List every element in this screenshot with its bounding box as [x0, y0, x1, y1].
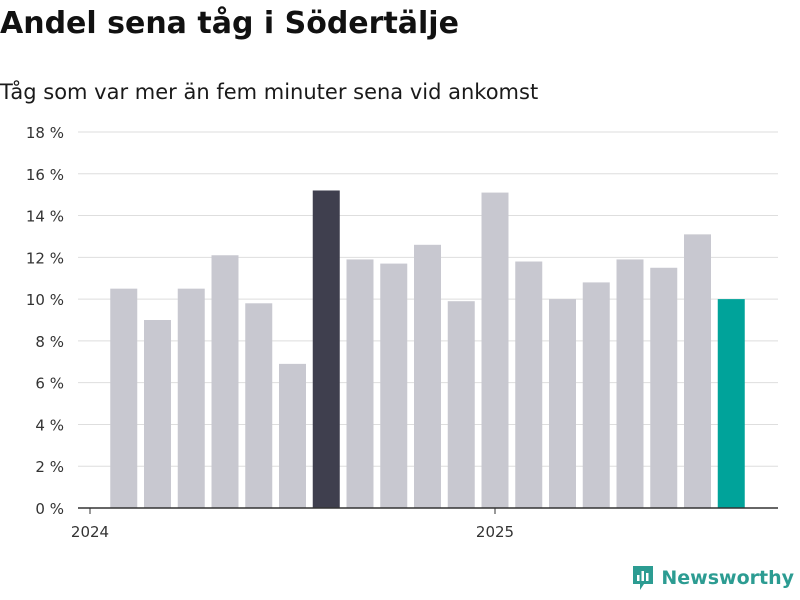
bar-2024-10	[380, 263, 408, 508]
y-tick-label: 4 %	[35, 416, 64, 434]
bar-2024-06	[245, 303, 273, 508]
bar-2024-07	[279, 363, 306, 508]
newsworthy-brand: Newsworthy	[631, 564, 794, 592]
brand-label: Newsworthy	[661, 567, 794, 589]
y-tick-label: 18 %	[26, 124, 64, 142]
bar-2024-05	[211, 255, 239, 508]
bars	[110, 190, 745, 509]
bar-2025-08	[717, 299, 745, 508]
bar-2024-12	[447, 301, 475, 508]
y-tick-label: 16 %	[26, 166, 64, 184]
bar-2024-04	[177, 288, 205, 508]
y-tick-label: 8 %	[35, 333, 64, 351]
y-tick-label: 0 %	[35, 500, 64, 518]
bar-2025-02	[515, 261, 543, 508]
x-tick-label: 2024	[71, 523, 109, 541]
y-tick-label: 12 %	[26, 249, 64, 267]
x-tick-label: 2025	[476, 523, 514, 541]
bar-2024-11	[414, 244, 441, 509]
bar-2024-09	[346, 259, 374, 508]
bar-2024-03	[144, 320, 171, 508]
bar-2025-07	[684, 234, 711, 508]
y-tick-label: 2 %	[35, 458, 64, 476]
chart-title: Andel sena tåg i Södertälje	[0, 6, 459, 41]
y-tick-label: 14 %	[26, 208, 64, 226]
y-tick-label: 10 %	[26, 291, 64, 309]
bar-2025-03	[549, 299, 576, 508]
y-tick-label: 6 %	[35, 375, 64, 393]
bar-2025-06	[650, 267, 678, 508]
chart-subtitle: Tåg som var mer än fem minuter sena vid …	[0, 80, 539, 104]
bar-chart-logo-icon	[631, 564, 655, 592]
bar-2025-05	[616, 259, 644, 508]
axes: 0 % 2 % 4 % 6 % 8 % 10 % 12 % 14 % 16 % 18 % 2024 2…	[26, 124, 778, 541]
bar-2024-08	[312, 190, 340, 508]
bar-2025-04	[582, 282, 610, 508]
bar-2024-02	[110, 288, 138, 508]
bar-2025-01	[481, 192, 509, 509]
